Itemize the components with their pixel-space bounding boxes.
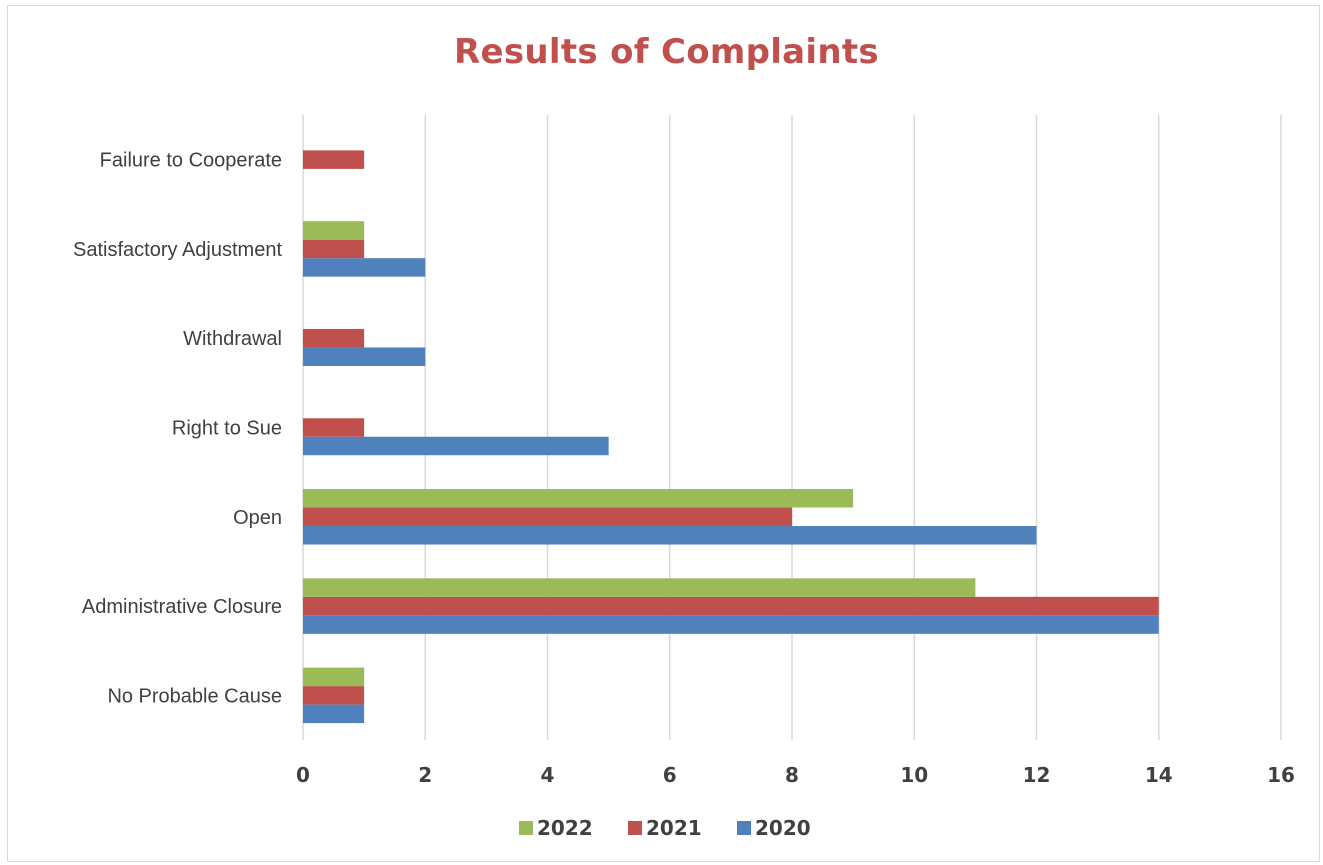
x-tick-label: 4: [541, 763, 555, 787]
bar-2020: [303, 615, 1159, 634]
bar-2021: [303, 596, 1159, 616]
x-tick-label: 10: [900, 763, 928, 787]
bar-2021: [303, 507, 792, 527]
bar-2022: [303, 221, 365, 240]
bar-2020: [303, 436, 609, 456]
bar-2021: [303, 686, 365, 705]
category-label: Open: [233, 507, 282, 529]
legend-label-2021: 2021: [646, 816, 702, 840]
legend-swatch-2021: [628, 821, 642, 835]
bar-2020: [303, 258, 426, 277]
bar-2021: [303, 150, 365, 169]
bar-2021: [303, 328, 365, 348]
bar-2021: [303, 418, 365, 437]
x-tick-label: 12: [1023, 763, 1051, 787]
x-tick-label: 16: [1267, 763, 1295, 787]
bar-2022: [303, 667, 365, 687]
category-label: No Probable Cause: [107, 685, 282, 707]
bar-2022: [303, 578, 976, 597]
x-tick-label: 8: [785, 763, 799, 787]
x-tick-label: 14: [1145, 763, 1173, 787]
legend-label-2022: 2022: [537, 816, 593, 840]
category-label: Failure to Cooperate: [100, 150, 282, 172]
bar-2020: [303, 347, 426, 366]
category-label: Satisfactory Adjustment: [73, 239, 282, 261]
bar-2020: [303, 526, 1037, 545]
chart-title: Results of Complaints: [454, 32, 879, 72]
category-label: Right to Sue: [172, 418, 282, 440]
chart-frame: [7, 5, 1320, 862]
x-tick-label: 2: [418, 763, 432, 787]
bar-2020: [303, 704, 365, 724]
bar-2022: [303, 489, 854, 508]
x-tick-label: 0: [296, 763, 310, 787]
legend-swatch-2022: [519, 821, 533, 835]
legend-label-2020: 2020: [755, 816, 811, 840]
category-label: Administrative Closure: [82, 596, 282, 618]
category-label: Withdrawal: [183, 328, 282, 350]
bar-2021: [303, 239, 365, 259]
legend-swatch-2020: [737, 821, 751, 835]
x-tick-label: 6: [663, 763, 677, 787]
